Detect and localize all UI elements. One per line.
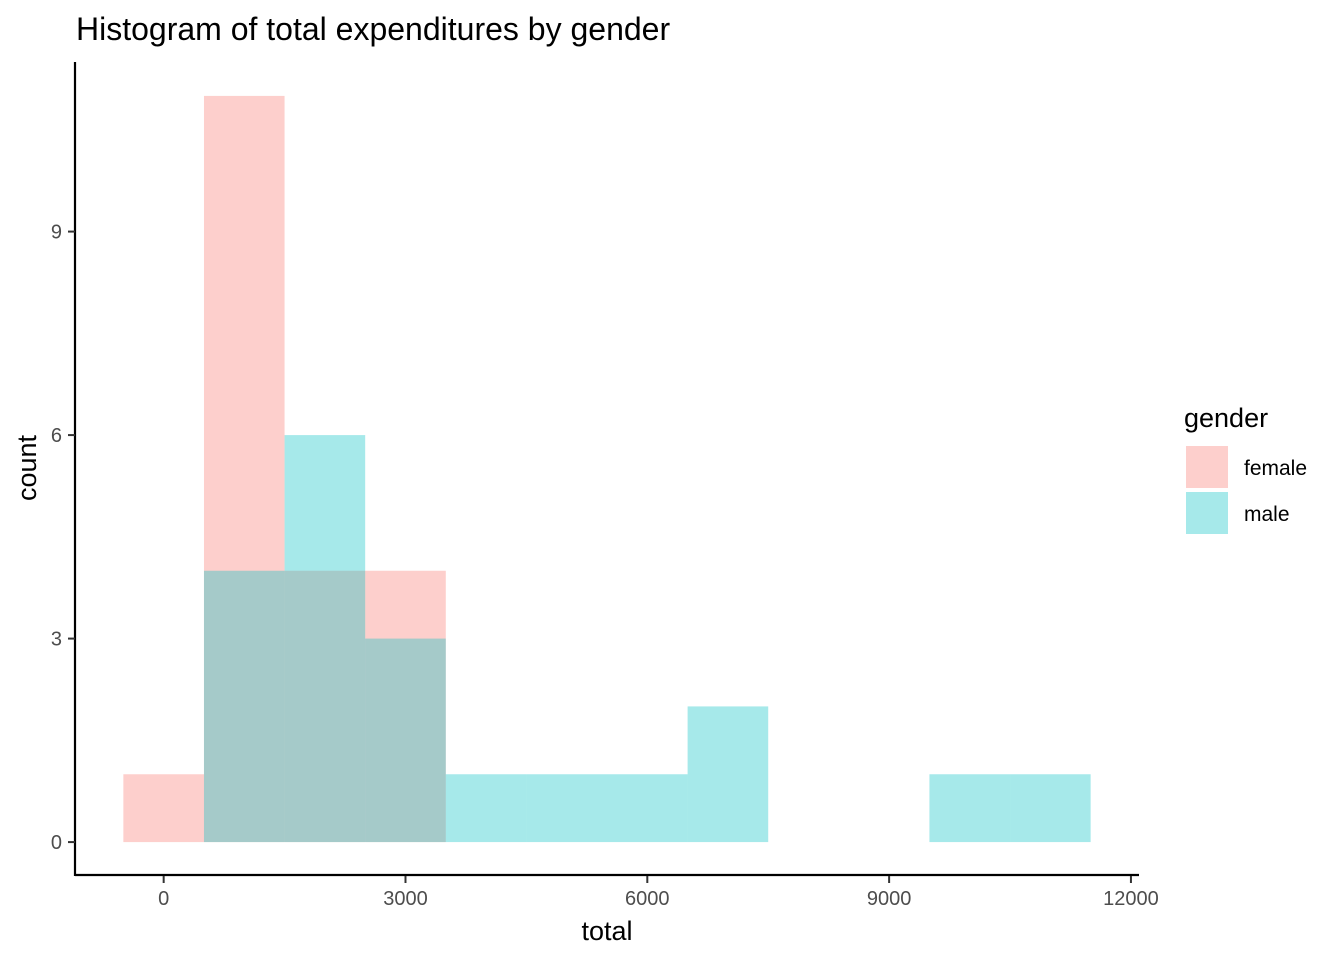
bar-female-2000 (284, 570, 366, 843)
legend-title: gender (1184, 403, 1268, 433)
bar-male-7000 (687, 706, 769, 843)
legend-key-male (1186, 492, 1228, 534)
bar-male-10000 (929, 774, 1011, 843)
x-axis-title: total (581, 916, 632, 946)
bar-male-6000 (607, 774, 688, 843)
bar-male-3000 (365, 638, 446, 843)
bar-female-0 (123, 774, 204, 843)
bar-female-1000 (203, 95, 285, 843)
y-tick-label: 0 (51, 832, 62, 854)
legend-key-female (1186, 446, 1228, 488)
bar-male-2000 (284, 435, 366, 843)
x-tick-label: 3000 (383, 888, 428, 910)
x-tick-label: 12000 (1103, 888, 1159, 910)
x-axis-ticks: 0 3000 6000 9000 12000 (158, 876, 1159, 910)
y-tick-label: 6 (51, 425, 62, 447)
legend-label-male: male (1244, 503, 1290, 526)
chart-title: Histogram of total expenditures by gende… (76, 11, 670, 47)
bar-male-5000 (526, 774, 607, 843)
bars-layer (123, 95, 1091, 843)
y-axis-title: count (12, 434, 42, 501)
legend-label-female: female (1244, 457, 1307, 480)
bar-male-1000 (203, 570, 285, 843)
x-tick-label: 0 (158, 888, 169, 910)
y-tick-label: 3 (51, 629, 62, 651)
y-tick-label: 9 (51, 222, 62, 244)
x-tick-label: 9000 (867, 888, 912, 910)
bar-male-11000 (1010, 774, 1091, 843)
x-tick-label: 6000 (625, 888, 670, 910)
y-axis-ticks: 0 3 6 9 (51, 222, 75, 854)
bar-male-4000 (445, 774, 527, 843)
bar-female-3000 (365, 570, 446, 843)
legend: gender female male (1184, 403, 1307, 534)
